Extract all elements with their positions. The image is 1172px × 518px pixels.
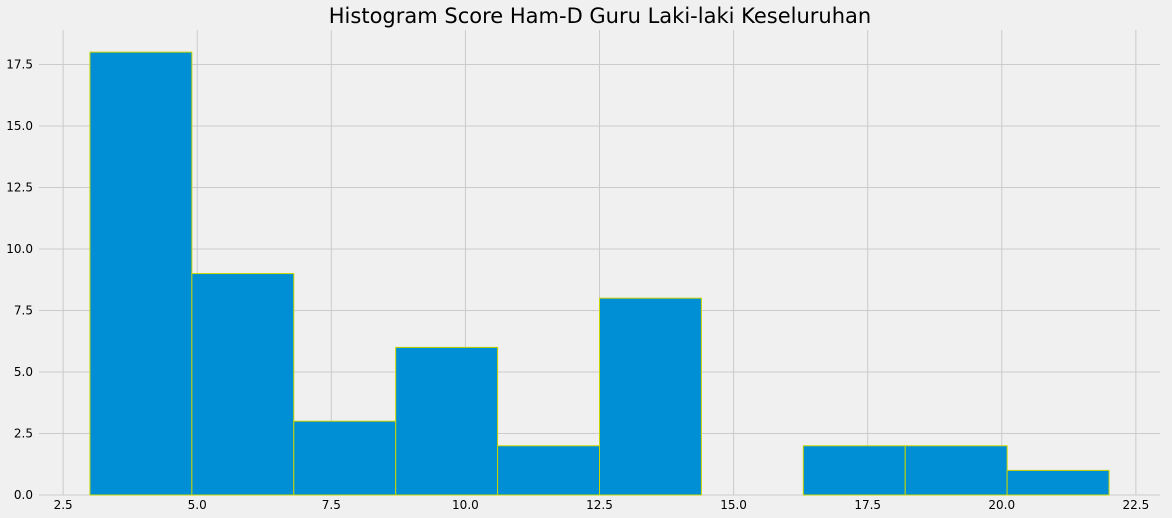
histogram-bar	[497, 445, 600, 496]
y-tick-label: 10.0	[6, 242, 33, 256]
histogram-bar	[904, 445, 1008, 496]
y-tick-label: 2.5	[14, 426, 33, 440]
x-tick-label: 20.0	[988, 498, 1015, 512]
y-tick-label: 7.5	[14, 303, 33, 317]
x-tick-label: 15.0	[720, 498, 747, 512]
histogram-bar	[599, 297, 702, 496]
y-tick-label: 15.0	[6, 119, 33, 133]
histogram-bar	[89, 51, 193, 496]
x-axis-ticks: 2.5 5.0 7.5 10.0 12.5 15.0 17.5 20.0 22.5	[54, 498, 1150, 512]
histogram-bar	[1006, 469, 1110, 496]
histogram-bar	[395, 346, 499, 496]
x-tick-label: 12.5	[586, 498, 613, 512]
histogram-bar	[802, 445, 906, 496]
histogram-bar	[191, 273, 295, 496]
y-tick-label: 0.0	[14, 488, 33, 502]
x-tick-label: 7.5	[322, 498, 341, 512]
x-tick-label: 17.5	[854, 498, 881, 512]
y-tick-label: 12.5	[6, 180, 33, 194]
x-tick-label: 5.0	[188, 498, 207, 512]
y-tick-label: 5.0	[14, 365, 33, 379]
x-tick-label: 10.0	[452, 498, 479, 512]
histogram-bars	[89, 51, 1110, 496]
y-tick-label: 17.5	[6, 57, 33, 71]
x-tick-label: 2.5	[54, 498, 73, 512]
y-axis-ticks: 0.0 2.5 5.0 7.5 10.0 12.5 15.0 17.5	[6, 57, 33, 502]
histogram-bar	[293, 420, 397, 496]
x-tick-label: 22.5	[1123, 498, 1150, 512]
chart-title: Histogram Score Ham-D Guru Laki-laki Kes…	[329, 4, 871, 28]
